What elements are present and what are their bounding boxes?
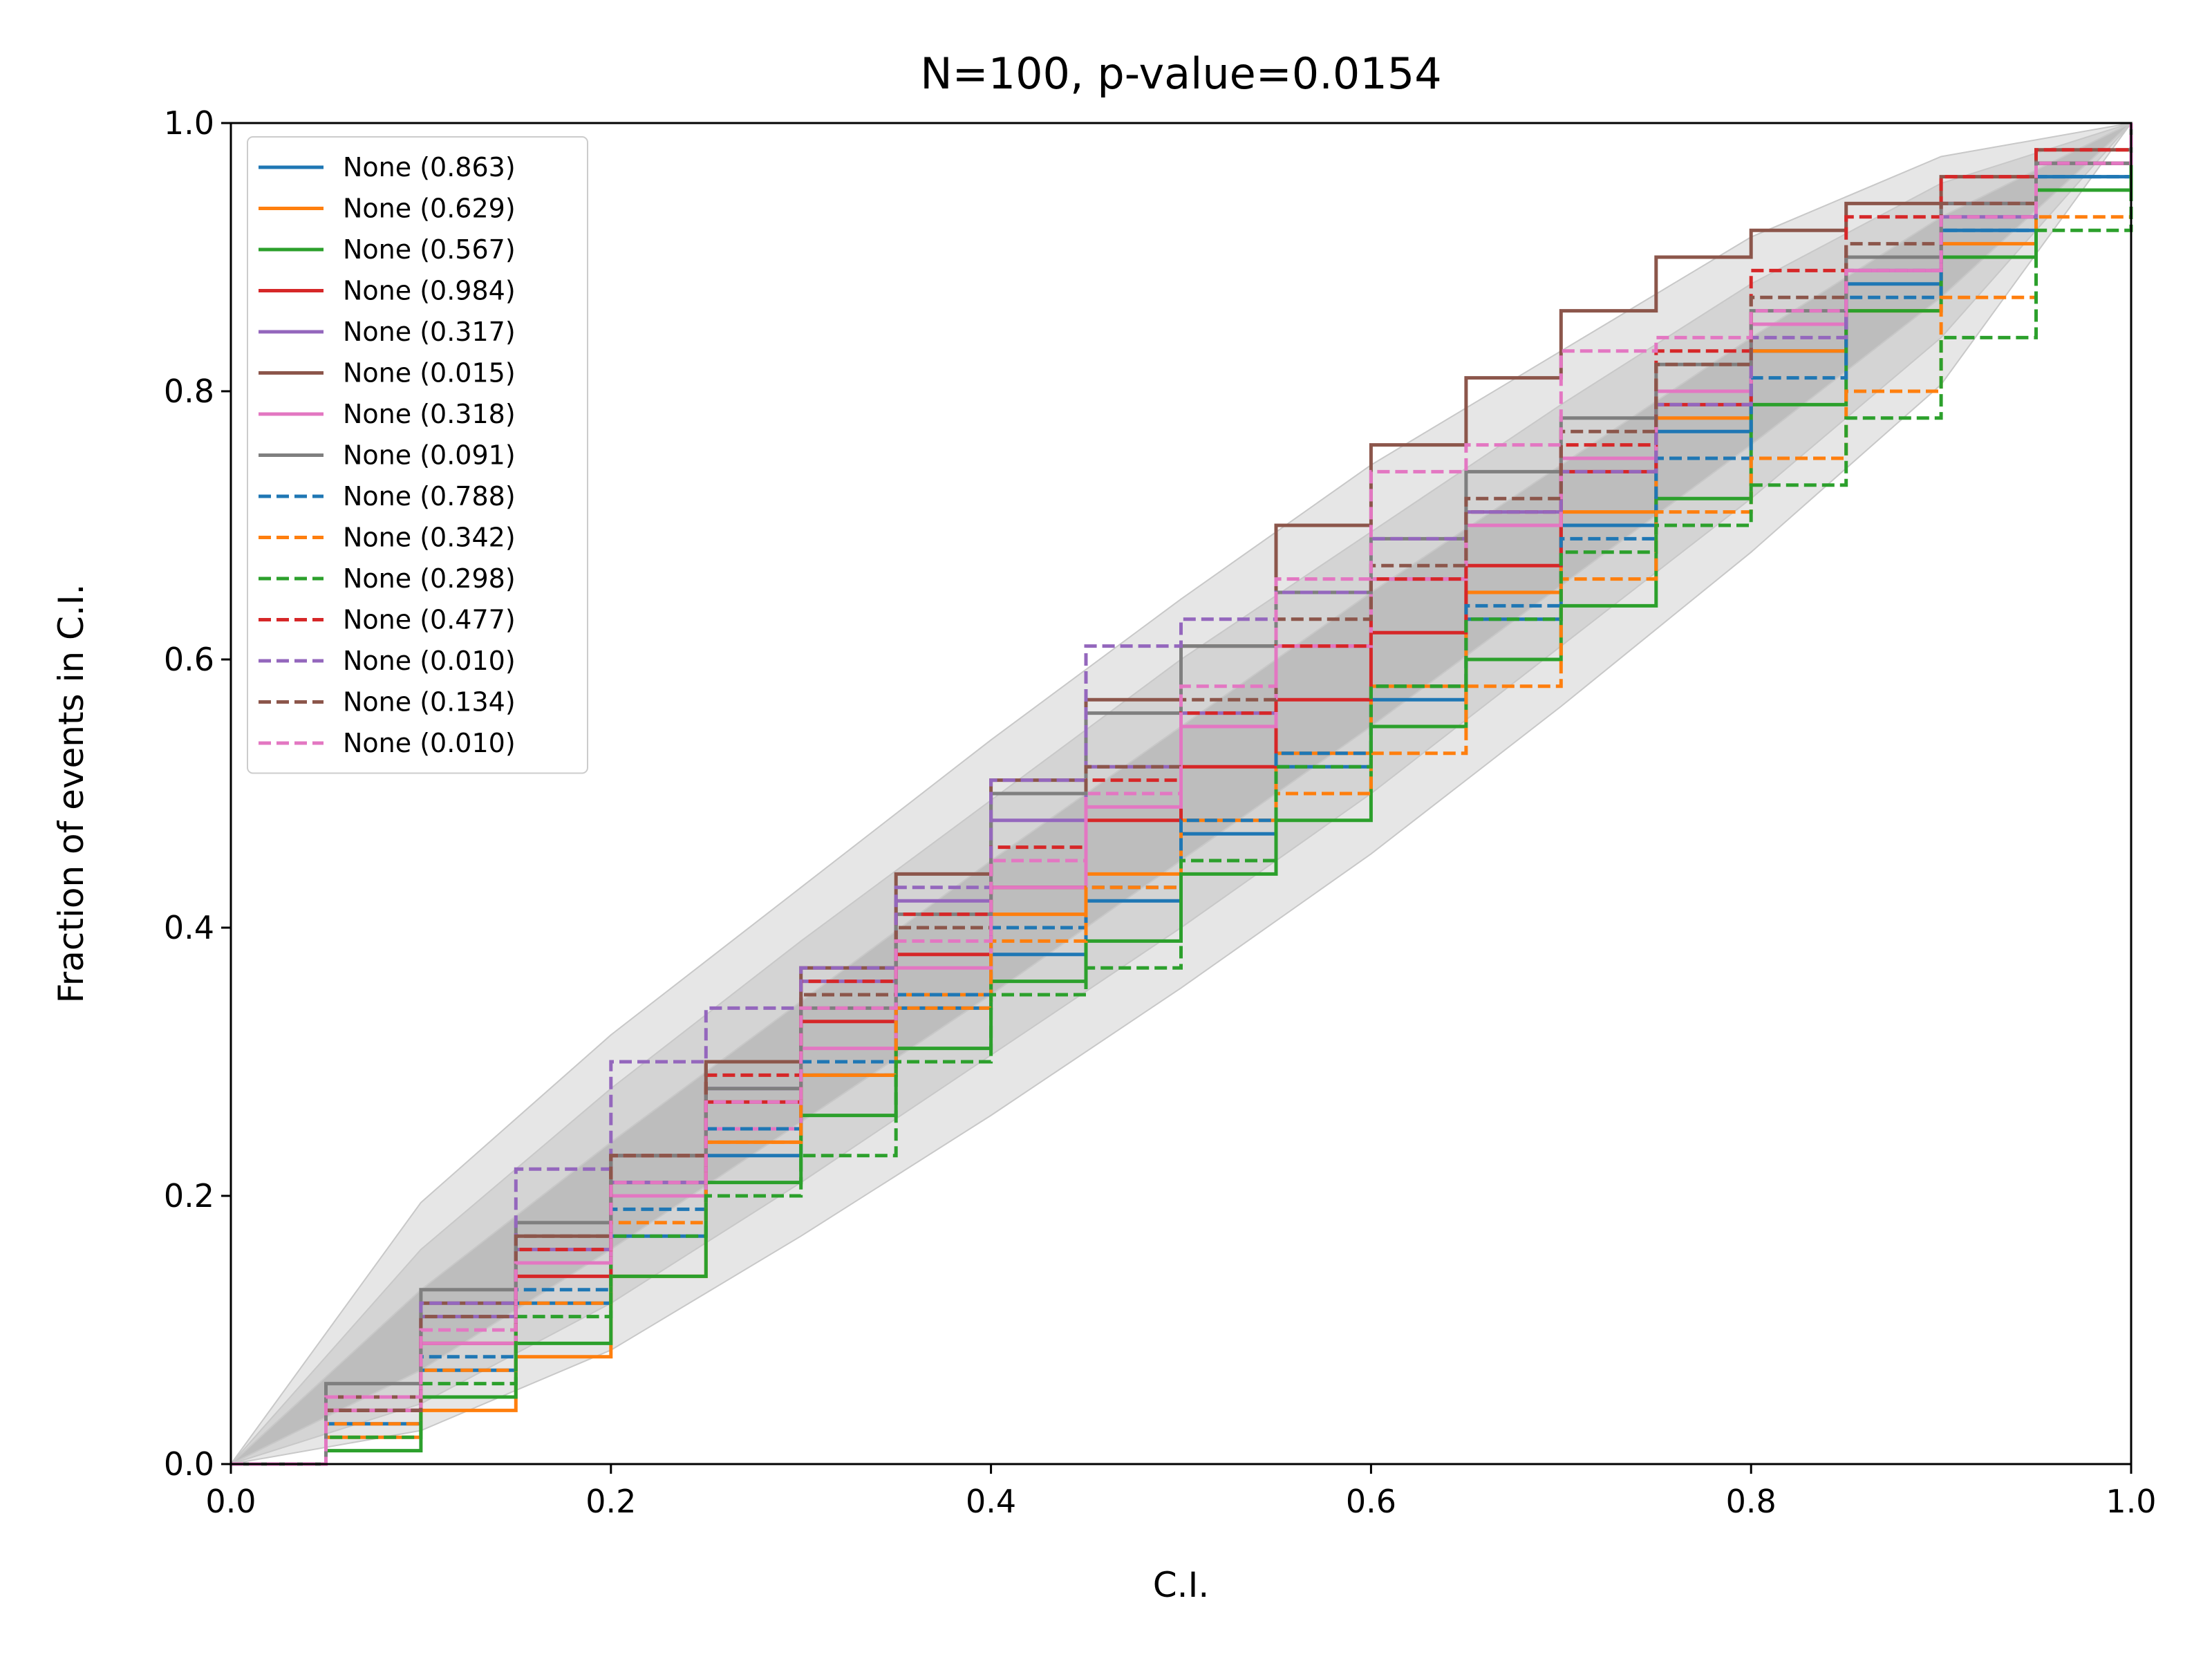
series-line-11 — [231, 123, 2133, 1466]
x-axis-ticks: 0.0 0.2 0.4 0.6 0.8 1.0 — [205, 1464, 2157, 1520]
chart-title: N=100, p-value=0.0154 — [920, 48, 1441, 99]
legend-label: None (0.010) — [343, 646, 516, 676]
x-tick-label: 0.2 — [585, 1483, 636, 1520]
x-tick-label: 0.6 — [1346, 1483, 1396, 1520]
y-tick-label: 1.0 — [164, 104, 214, 142]
series-lines — [231, 123, 2133, 1466]
y-tick-label: 0.0 — [164, 1445, 214, 1483]
x-tick-label: 1.0 — [2106, 1483, 2156, 1520]
legend-label: None (0.298) — [343, 563, 516, 594]
legend-label: None (0.342) — [343, 523, 516, 553]
y-tick-label: 0.6 — [164, 641, 214, 678]
x-tick-label: 0.4 — [966, 1483, 1016, 1520]
plot-frame — [229, 122, 2133, 1465]
y-axis-ticks: 0.0 0.2 0.4 0.6 0.8 1.0 — [164, 104, 231, 1483]
legend-label: None (0.567) — [343, 234, 516, 265]
y-axis-title: Fraction of events in C.I. — [51, 584, 91, 1004]
legend-label: None (0.477) — [343, 605, 516, 635]
series-line-15 — [231, 123, 2133, 1466]
y-tick-label: 0.2 — [164, 1177, 214, 1215]
legend-label: None (0.317) — [343, 317, 516, 347]
x-tick-label: 0.0 — [205, 1483, 256, 1520]
legend-label: None (0.134) — [343, 687, 516, 718]
x-tick-label: 0.8 — [1726, 1483, 1777, 1520]
legend-box — [247, 136, 588, 774]
y-tick-label: 0.4 — [164, 909, 214, 946]
legend-label: None (0.629) — [343, 194, 516, 224]
legend-label: None (0.318) — [343, 399, 516, 429]
legend-label: None (0.015) — [343, 358, 516, 388]
legend-label: None (0.984) — [343, 276, 516, 306]
legend-label: None (0.788) — [343, 481, 516, 512]
legend: None (0.863) None (0.629) None (0.567) None… — [247, 136, 588, 774]
legend-label: None (0.010) — [343, 728, 516, 758]
legend-label: None (0.863) — [343, 152, 516, 182]
y-tick-label: 0.8 — [164, 373, 214, 410]
legend-label: None (0.091) — [343, 440, 516, 471]
x-axis-title: C.I. — [1153, 1565, 1209, 1605]
series-line-9 — [231, 123, 2133, 1466]
